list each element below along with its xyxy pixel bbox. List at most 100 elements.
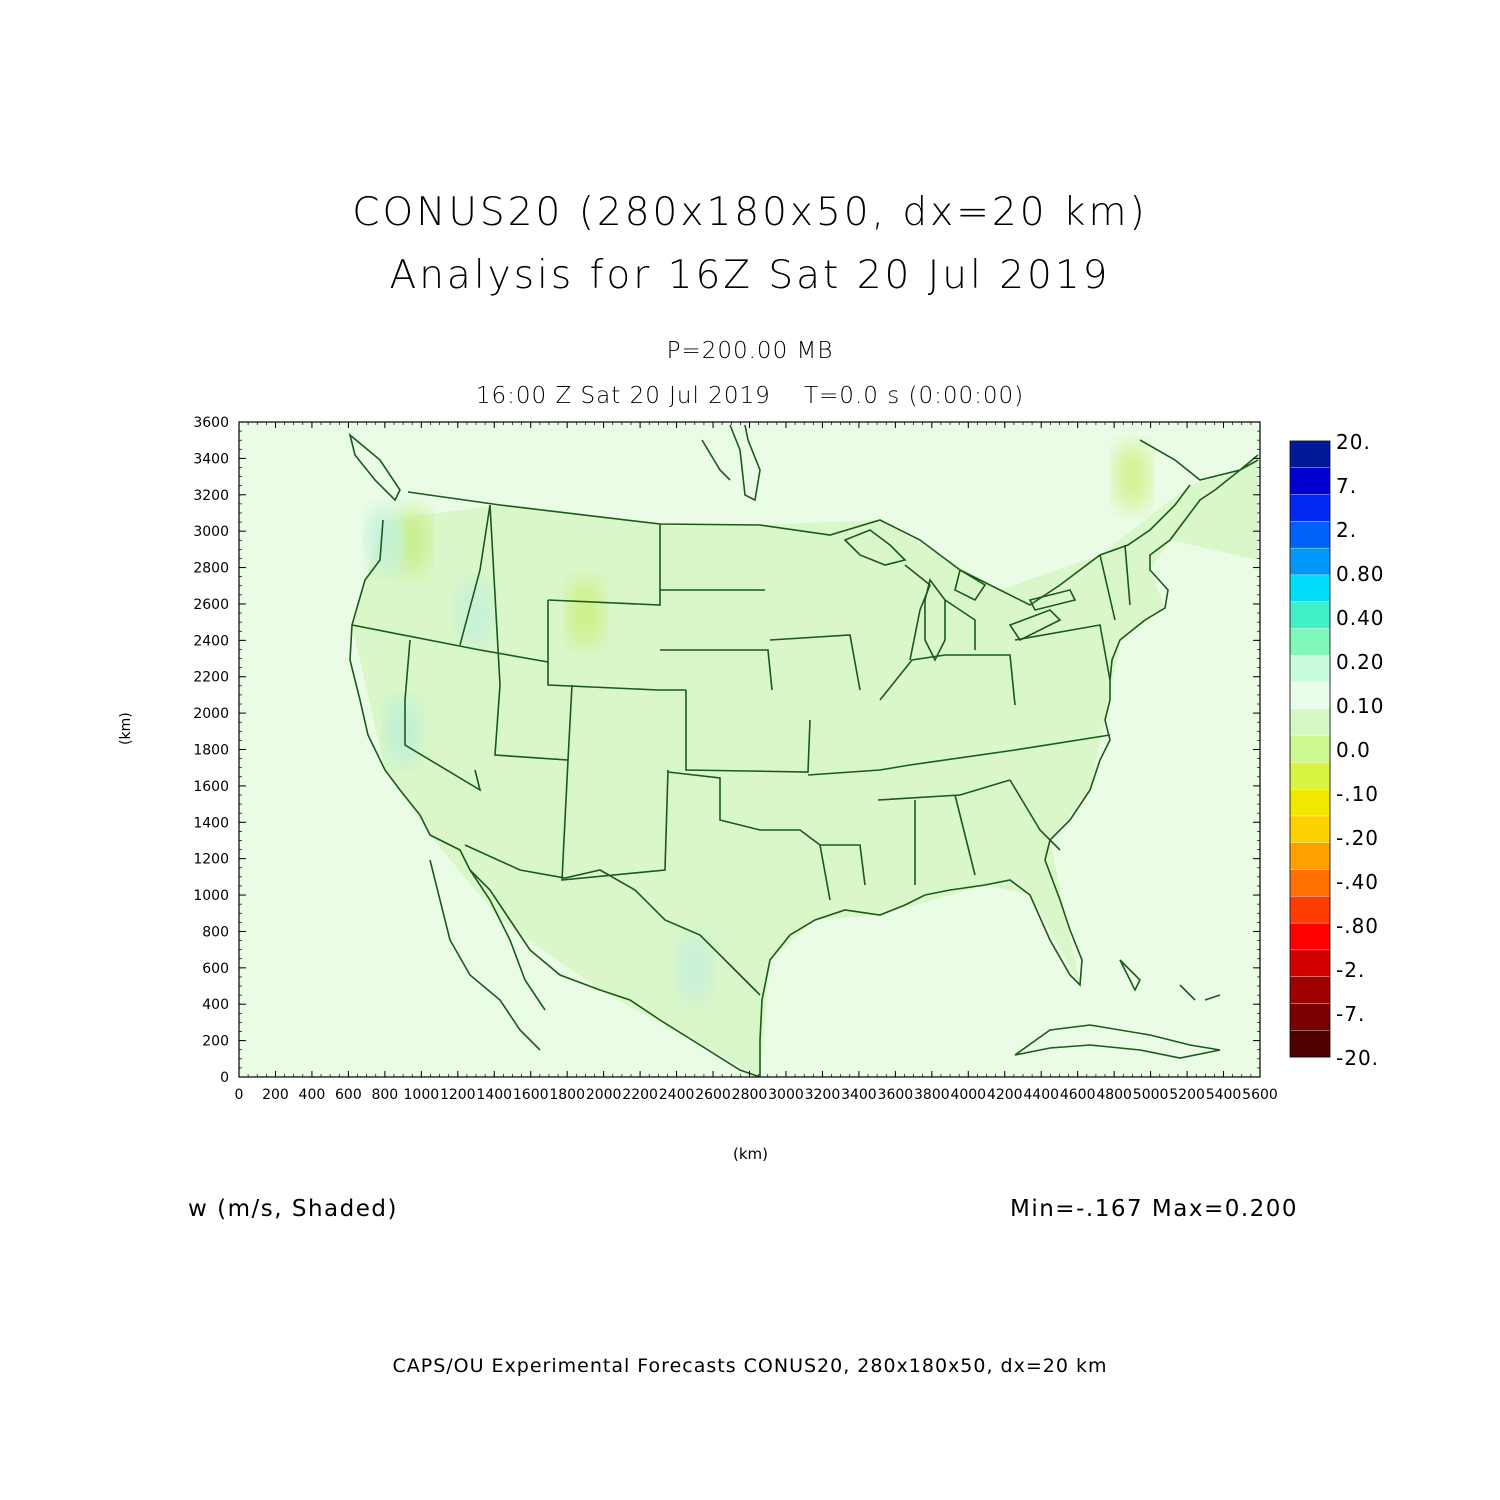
colorbar-swatch xyxy=(1289,681,1331,710)
y-axis-label: (km) xyxy=(118,712,134,745)
x-tick-label: 2600 xyxy=(695,1087,731,1103)
y-tick-label: 2000 xyxy=(193,706,229,722)
y-tick-label: 800 xyxy=(202,924,229,940)
colorbar-label: -20. xyxy=(1336,1046,1379,1070)
field-highlight xyxy=(385,697,422,766)
x-tick-label: 5400 xyxy=(1206,1087,1242,1103)
colorbar-swatch xyxy=(1289,976,1331,1005)
colorbar-swatch xyxy=(1289,521,1331,549)
x-tick-label: 2000 xyxy=(586,1087,622,1103)
x-tick-label: 200 xyxy=(262,1087,289,1103)
field-highlight xyxy=(458,579,495,648)
colorbar-swatch xyxy=(1289,494,1331,523)
x-tick-label: 2400 xyxy=(659,1087,695,1103)
x-tick-label: 1400 xyxy=(476,1087,512,1103)
colorbar-label: -.40 xyxy=(1336,870,1379,894)
x-tick-label: 3200 xyxy=(805,1087,841,1103)
colorbar-swatch xyxy=(1289,1030,1331,1058)
x-tick-label: 1800 xyxy=(549,1087,585,1103)
y-tick-label: 1600 xyxy=(193,779,229,795)
field-shading xyxy=(352,442,1258,1077)
colorbar-label: 0.40 xyxy=(1336,606,1385,630)
colorbar-label: -2. xyxy=(1336,958,1365,982)
colorbar-label: -.10 xyxy=(1336,782,1379,806)
field-highlight xyxy=(676,933,713,1002)
title-line-1: CONUS20 (280x180x50, dx=20 km) xyxy=(352,190,1148,235)
x-tick-label: 2800 xyxy=(732,1087,768,1103)
colorbar-label: 0.80 xyxy=(1336,562,1385,586)
colorbar-swatch xyxy=(1289,922,1331,951)
field-highlight xyxy=(394,506,431,575)
y-tick-label: 3000 xyxy=(193,524,229,540)
y-tick-label: 1800 xyxy=(193,743,229,759)
colorbar-label: 0.0 xyxy=(1336,738,1371,762)
y-tick-label: 1200 xyxy=(193,852,229,868)
colorbar-swatch xyxy=(1289,574,1331,603)
x-tick-label: 4200 xyxy=(987,1087,1023,1103)
y-tick-label: 3200 xyxy=(193,488,229,504)
y-axis: 0 200 400 600 800 1000 1200 1400 1600 1800 2000 220… xyxy=(193,415,1260,1086)
colorbar-swatch xyxy=(1289,440,1331,469)
colorbar-label: 7. xyxy=(1336,474,1357,498)
colorbar: 20. 7. 2. 0.80 0.40 0.20 0.10 0.0 -.10 -.20 -.40 -.… xyxy=(1289,430,1385,1070)
x-tick-label: 4800 xyxy=(1096,1087,1132,1103)
y-tick-label: 2600 xyxy=(193,597,229,613)
y-tick-label: 400 xyxy=(202,997,229,1013)
y-tick-label: 2400 xyxy=(193,633,229,649)
field-highlight xyxy=(1114,442,1151,511)
x-tick-label: 3600 xyxy=(878,1087,914,1103)
colorbar-label: -7. xyxy=(1336,1002,1365,1026)
valid-time: 16:00 Z Sat 20 Jul 2019 T=0.0 s (0:00:00… xyxy=(475,383,1025,409)
x-axis: 0 200 400 600 800 1000 1200 1400 1600 1800 2000 220… xyxy=(235,422,1278,1103)
y-tick-label: 3600 xyxy=(193,415,229,431)
x-tick-label: 600 xyxy=(335,1087,362,1103)
footer-credit: CAPS/OU Experimental Forecasts CONUS20, … xyxy=(392,1355,1108,1377)
y-tick-label: 2800 xyxy=(193,561,229,577)
x-tick-label: 4400 xyxy=(1023,1087,1059,1103)
field-highlight xyxy=(567,579,604,648)
colorbar-swatch xyxy=(1289,547,1331,576)
x-tick-label: 2200 xyxy=(622,1087,658,1103)
pressure-level: P=200.00 MB xyxy=(666,338,834,364)
colorbar-label: -.20 xyxy=(1336,826,1379,850)
colorbar-swatch xyxy=(1289,735,1331,764)
colorbar-swatch xyxy=(1289,601,1331,630)
colorbar-swatch xyxy=(1289,1003,1331,1031)
y-tick-label: 2200 xyxy=(193,670,229,686)
y-tick-label: 0 xyxy=(220,1070,229,1086)
colorbar-label: 0.20 xyxy=(1336,650,1385,674)
colorbar-swatch xyxy=(1289,628,1331,656)
x-tick-label: 5000 xyxy=(1133,1087,1169,1103)
min-max-label: Min=-.167 Max=0.200 xyxy=(1010,1196,1299,1222)
x-tick-label: 800 xyxy=(371,1087,398,1103)
colorbar-swatch xyxy=(1289,762,1331,790)
title-line-2: Analysis for 16Z Sat 20 Jul 2019 xyxy=(389,253,1111,298)
x-tick-label: 400 xyxy=(299,1087,326,1103)
x-tick-label: 1000 xyxy=(404,1087,440,1103)
colorbar-swatch xyxy=(1289,842,1331,871)
x-tick-label: 3800 xyxy=(914,1087,950,1103)
colorbar-swatch xyxy=(1289,655,1331,683)
y-tick-label: 1000 xyxy=(193,888,229,904)
x-tick-label: 0 xyxy=(235,1087,244,1103)
colorbar-swatch xyxy=(1289,708,1331,737)
colorbar-swatch xyxy=(1289,949,1331,978)
field-highlight xyxy=(366,506,403,575)
colorbar-label: 2. xyxy=(1336,518,1357,542)
colorbar-swatch xyxy=(1289,815,1331,844)
y-tick-label: 600 xyxy=(202,961,229,977)
colorbar-swatch xyxy=(1289,467,1331,496)
colorbar-label: 0.10 xyxy=(1336,694,1385,718)
state-boundaries xyxy=(348,424,1259,1077)
colorbar-swatch xyxy=(1289,869,1331,898)
colorbar-swatch xyxy=(1289,896,1331,924)
x-tick-label: 5200 xyxy=(1169,1087,1205,1103)
x-tick-label: 4600 xyxy=(1060,1087,1096,1103)
colorbar-label: 20. xyxy=(1336,430,1371,454)
y-tick-label: 3400 xyxy=(193,451,229,467)
x-tick-label: 1600 xyxy=(513,1087,549,1103)
y-tick-label: 200 xyxy=(202,1034,229,1050)
x-tick-label: 3400 xyxy=(841,1087,877,1103)
x-tick-label: 4000 xyxy=(950,1087,986,1103)
